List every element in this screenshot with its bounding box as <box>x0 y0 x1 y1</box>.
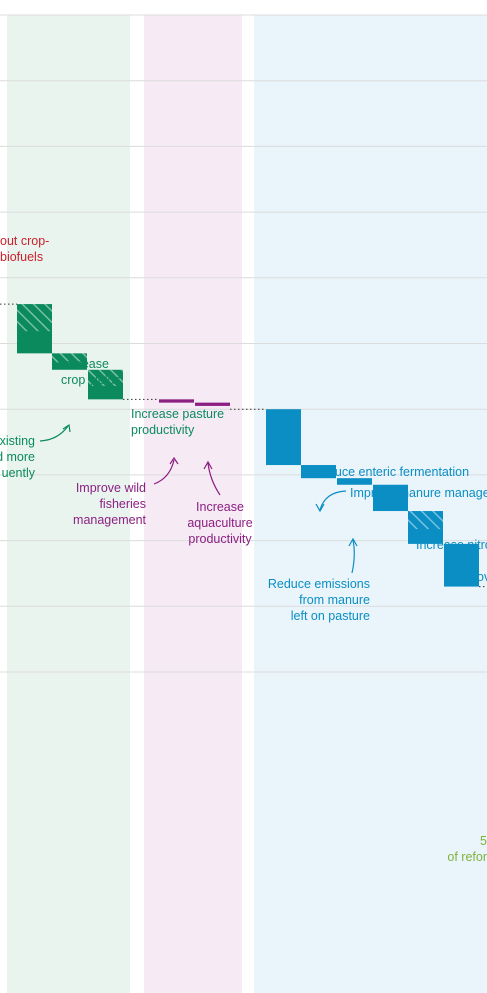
leader-wild-fisheries <box>153 459 175 485</box>
bar-5 <box>195 402 230 406</box>
crops-band <box>7 15 130 993</box>
leader-aquaculture <box>207 462 221 496</box>
bar-hatch-3 <box>88 369 123 387</box>
bar-7 <box>301 465 336 479</box>
bar-hatch-1 <box>17 304 52 332</box>
label-line: Increase pasture <box>131 407 224 421</box>
label-line: d more <box>0 450 35 464</box>
bar-hatch-2 <box>52 353 87 363</box>
leader-plant-frequently <box>39 425 69 442</box>
label-line: Increase nitro <box>416 538 487 552</box>
leader-arrowhead <box>348 537 358 547</box>
label-increase_crop_yields: Increase crop yields <box>61 357 121 387</box>
label-nitrogen: Increase nitro <box>416 538 487 552</box>
fisheries-band <box>144 15 242 993</box>
bar-4 <box>159 399 194 403</box>
label-line: xisting <box>0 434 35 448</box>
label-aquaculture: Increase aquaculture productivity <box>187 500 252 546</box>
label-line: crop yields <box>61 373 121 387</box>
label-line: from manure <box>299 593 370 607</box>
leader-arrowhead <box>203 460 213 470</box>
label-plant_more_frequently: xisting d more uently <box>0 434 36 480</box>
label-line: Improve manure manage <box>350 486 487 500</box>
label-line: of refor <box>447 850 487 864</box>
label-line: aquaculture <box>187 516 252 530</box>
leader-pasture-manure <box>351 539 355 574</box>
leader-manure <box>319 490 347 511</box>
label-line: productivity <box>131 423 195 437</box>
bar-6 <box>266 409 301 466</box>
leader-arrowhead <box>169 456 179 465</box>
label-line: Increase <box>196 500 244 514</box>
bar-11 <box>444 543 479 587</box>
label-line: uently <box>2 466 36 480</box>
label-line: Increase <box>61 357 109 371</box>
leader-arrowhead <box>62 423 71 433</box>
label-pasture_manure: Reduce emissions from manure left on pastu… <box>268 577 370 623</box>
label-line: fisheries <box>99 497 146 511</box>
label-line: 5 <box>480 834 487 848</box>
label-line: Improv <box>452 570 487 584</box>
label-line: productivity <box>188 532 252 546</box>
label-wild_fisheries: Improve wild fisheries management <box>73 481 146 527</box>
label-line: biofuels <box>0 250 43 264</box>
label-phase_out_biofuels: out crop-biofuels <box>0 234 49 264</box>
label-line: Improve wild <box>76 481 146 495</box>
label-enteric: Reduce enteric fermentation <box>312 465 469 479</box>
label-rice: Improv <box>452 570 487 584</box>
label-line: management <box>73 513 146 527</box>
bar-hatch-10 <box>408 511 443 530</box>
label-manure: Improve manure manage <box>350 486 487 500</box>
leader-arrowhead <box>315 503 325 513</box>
bar-9 <box>373 484 408 512</box>
label-line: left on pasture <box>291 609 370 623</box>
bar-8 <box>337 478 372 485</box>
label-line: Reduce enteric fermentation <box>312 465 469 479</box>
label-reforestation: 5 of refor <box>447 834 487 864</box>
livestock-band <box>254 15 487 993</box>
label-increase_pasture: Increase pasture productivity <box>131 407 224 437</box>
label-line: out crop- <box>0 234 49 248</box>
label-line: Reduce emissions <box>268 577 370 591</box>
